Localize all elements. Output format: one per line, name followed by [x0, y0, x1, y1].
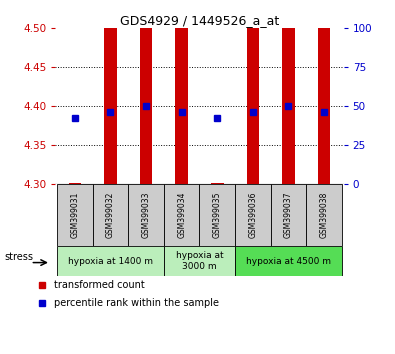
Text: hypoxia at 1400 m: hypoxia at 1400 m: [68, 257, 153, 266]
FancyBboxPatch shape: [235, 246, 342, 276]
Bar: [69, 183, 81, 184]
Bar: [246, 28, 259, 184]
Text: GSM399031: GSM399031: [70, 192, 79, 238]
Bar: [318, 28, 330, 184]
Text: hypoxia at 4500 m: hypoxia at 4500 m: [246, 257, 331, 266]
Bar: [140, 28, 152, 184]
Text: hypoxia at
3000 m: hypoxia at 3000 m: [176, 251, 223, 271]
Bar: [211, 183, 224, 184]
Text: percentile rank within the sample: percentile rank within the sample: [54, 298, 218, 308]
FancyBboxPatch shape: [306, 184, 342, 246]
Text: GSM399036: GSM399036: [248, 192, 258, 238]
FancyBboxPatch shape: [57, 246, 164, 276]
FancyBboxPatch shape: [235, 184, 271, 246]
FancyBboxPatch shape: [271, 184, 306, 246]
Text: GSM399035: GSM399035: [213, 192, 222, 238]
Bar: [104, 28, 117, 184]
FancyBboxPatch shape: [128, 184, 164, 246]
Text: transformed count: transformed count: [54, 280, 144, 290]
Bar: [282, 28, 295, 184]
Bar: [175, 28, 188, 184]
FancyBboxPatch shape: [164, 246, 235, 276]
FancyBboxPatch shape: [93, 184, 128, 246]
Text: GSM399032: GSM399032: [106, 192, 115, 238]
Title: GDS4929 / 1449526_a_at: GDS4929 / 1449526_a_at: [120, 14, 279, 27]
FancyBboxPatch shape: [199, 184, 235, 246]
Text: GSM399037: GSM399037: [284, 192, 293, 238]
FancyBboxPatch shape: [57, 184, 93, 246]
Text: GSM399033: GSM399033: [141, 192, 150, 238]
Text: GSM399034: GSM399034: [177, 192, 186, 238]
FancyBboxPatch shape: [164, 184, 199, 246]
Text: GSM399038: GSM399038: [320, 192, 329, 238]
Text: stress: stress: [4, 252, 34, 262]
